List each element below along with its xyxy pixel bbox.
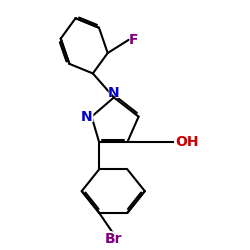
Text: N: N [106, 84, 122, 102]
Text: Br: Br [105, 232, 122, 246]
Text: OH: OH [175, 135, 199, 149]
Text: N: N [108, 86, 120, 100]
Text: N: N [79, 108, 94, 126]
Text: F: F [129, 33, 138, 47]
Text: N: N [81, 110, 92, 124]
Text: Br: Br [103, 230, 125, 248]
Text: F: F [128, 31, 140, 49]
Text: OH: OH [172, 133, 202, 151]
